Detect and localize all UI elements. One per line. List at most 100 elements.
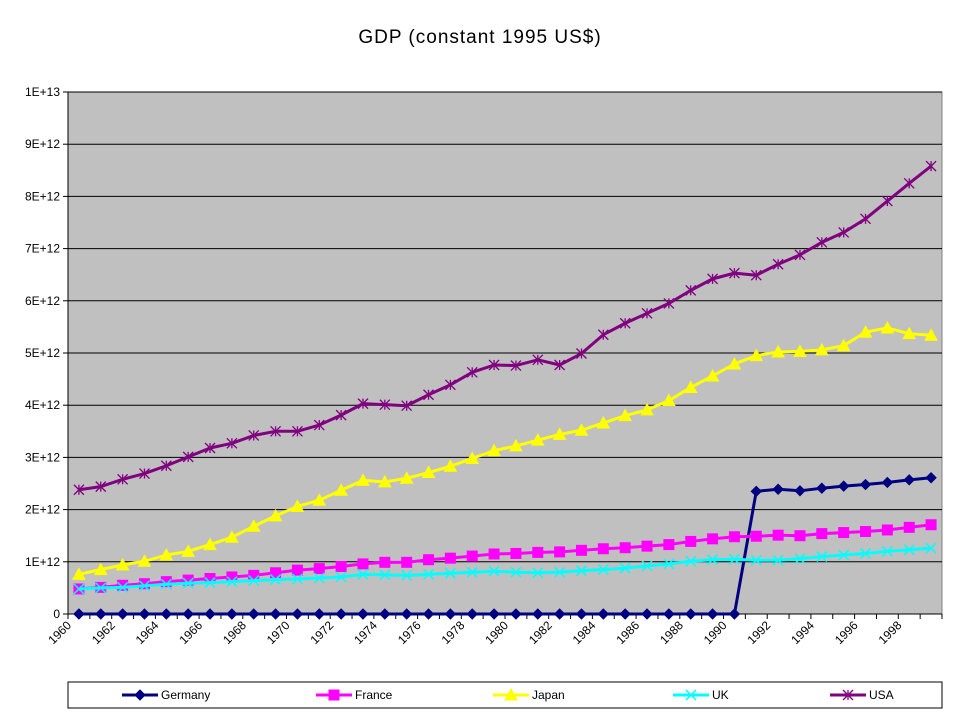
data-point-marker [772, 529, 784, 541]
series-germany [73, 472, 937, 620]
data-point-marker [794, 553, 806, 565]
data-point-marker [422, 608, 435, 620]
data-point-marker [334, 483, 348, 496]
data-point-marker [160, 578, 172, 590]
data-point-marker [663, 608, 675, 620]
data-point-marker [313, 572, 325, 584]
data-point-marker [401, 400, 413, 412]
data-point-marker [880, 320, 895, 334]
series-markers [73, 519, 937, 595]
data-point-marker [772, 483, 784, 495]
x-tick-label: 1976 [395, 618, 424, 647]
data-point-marker [138, 580, 151, 592]
data-point-marker [530, 433, 545, 446]
data-point-marker [750, 530, 762, 542]
data-point-marker [95, 582, 107, 594]
marker-stroke [816, 551, 828, 563]
data-point-marker [859, 478, 872, 491]
x-tick-label: 1988 [657, 618, 686, 647]
data-point-marker [291, 608, 304, 620]
data-point-marker [575, 565, 588, 577]
marker-stroke [903, 544, 915, 556]
data-point-marker [903, 521, 915, 533]
data-point-marker [160, 608, 173, 620]
data-point-marker [423, 554, 435, 566]
data-point-marker [641, 560, 653, 572]
data-point-marker [160, 460, 172, 472]
data-point-marker [641, 307, 653, 319]
data-point-marker [772, 554, 784, 566]
data-point-marker [597, 564, 609, 576]
data-point-marker [510, 566, 522, 578]
marker-stroke [248, 575, 260, 587]
x-tick-label: 1968 [220, 618, 249, 647]
data-point-marker [357, 398, 369, 410]
data-point-marker [225, 530, 239, 543]
marker-stroke [685, 689, 697, 701]
data-point-marker [597, 543, 609, 555]
data-point-marker [597, 329, 609, 341]
data-point-marker [662, 393, 676, 407]
marker-stroke [859, 547, 872, 559]
data-point-marker [377, 474, 392, 488]
data-point-marker [246, 519, 261, 532]
data-point-marker [510, 547, 522, 559]
data-point-marker [73, 583, 85, 595]
data-point-marker [685, 535, 697, 547]
data-point-marker [838, 527, 850, 539]
data-point-marker [685, 689, 697, 701]
data-point-marker [313, 563, 325, 575]
data-point-marker [401, 569, 413, 581]
legend-label: France [355, 688, 393, 702]
marker-stroke [641, 560, 653, 572]
x-tick-label: 1984 [570, 618, 599, 647]
marker-stroke [575, 565, 588, 577]
x-tick-label: 1974 [351, 618, 380, 647]
data-point-marker [554, 566, 566, 578]
marker-stroke [95, 582, 107, 594]
data-point-marker [794, 485, 806, 497]
series-markers [73, 542, 937, 595]
marker-stroke [772, 554, 784, 566]
data-point-marker [248, 430, 260, 441]
data-point-marker [816, 482, 828, 494]
legend-item-uk: UK [673, 688, 729, 702]
data-point-marker [749, 348, 764, 362]
data-point-marker [816, 528, 828, 540]
marker-stroke [619, 562, 631, 574]
data-point-marker [576, 348, 587, 359]
data-point-marker [838, 549, 850, 561]
data-point-marker [95, 481, 107, 493]
data-point-marker [401, 556, 413, 568]
data-point-marker [925, 519, 937, 531]
data-point-marker [685, 608, 697, 620]
y-tick-label: 2E+12 [25, 503, 60, 517]
data-point-marker [532, 567, 544, 579]
data-point-marker [554, 359, 566, 371]
y-tick-label: 8E+12 [25, 189, 60, 203]
series-usa [73, 160, 937, 496]
data-point-marker [706, 608, 719, 620]
data-point-marker [728, 267, 740, 279]
data-point-marker [444, 567, 456, 579]
data-point-marker [290, 499, 305, 512]
marker-stroke [422, 568, 435, 580]
data-point-marker [842, 689, 854, 701]
data-point-marker [379, 569, 391, 581]
data-point-marker [248, 608, 260, 620]
y-tick-label: 9E+12 [25, 137, 60, 151]
data-point-marker [683, 380, 698, 393]
legend-item-japan: Japan [493, 687, 565, 702]
y-tick-label: 1E+12 [25, 555, 60, 569]
data-point-marker [182, 574, 194, 586]
data-point-marker [269, 608, 282, 620]
data-point-marker [270, 567, 282, 579]
data-point-marker [685, 555, 697, 567]
y-tick-label: 4E+12 [25, 398, 60, 412]
data-point-marker [881, 545, 893, 557]
data-point-marker [881, 476, 894, 489]
y-tick-label: 1E+13 [25, 85, 60, 99]
data-point-marker [575, 608, 588, 620]
data-point-marker [93, 562, 108, 576]
